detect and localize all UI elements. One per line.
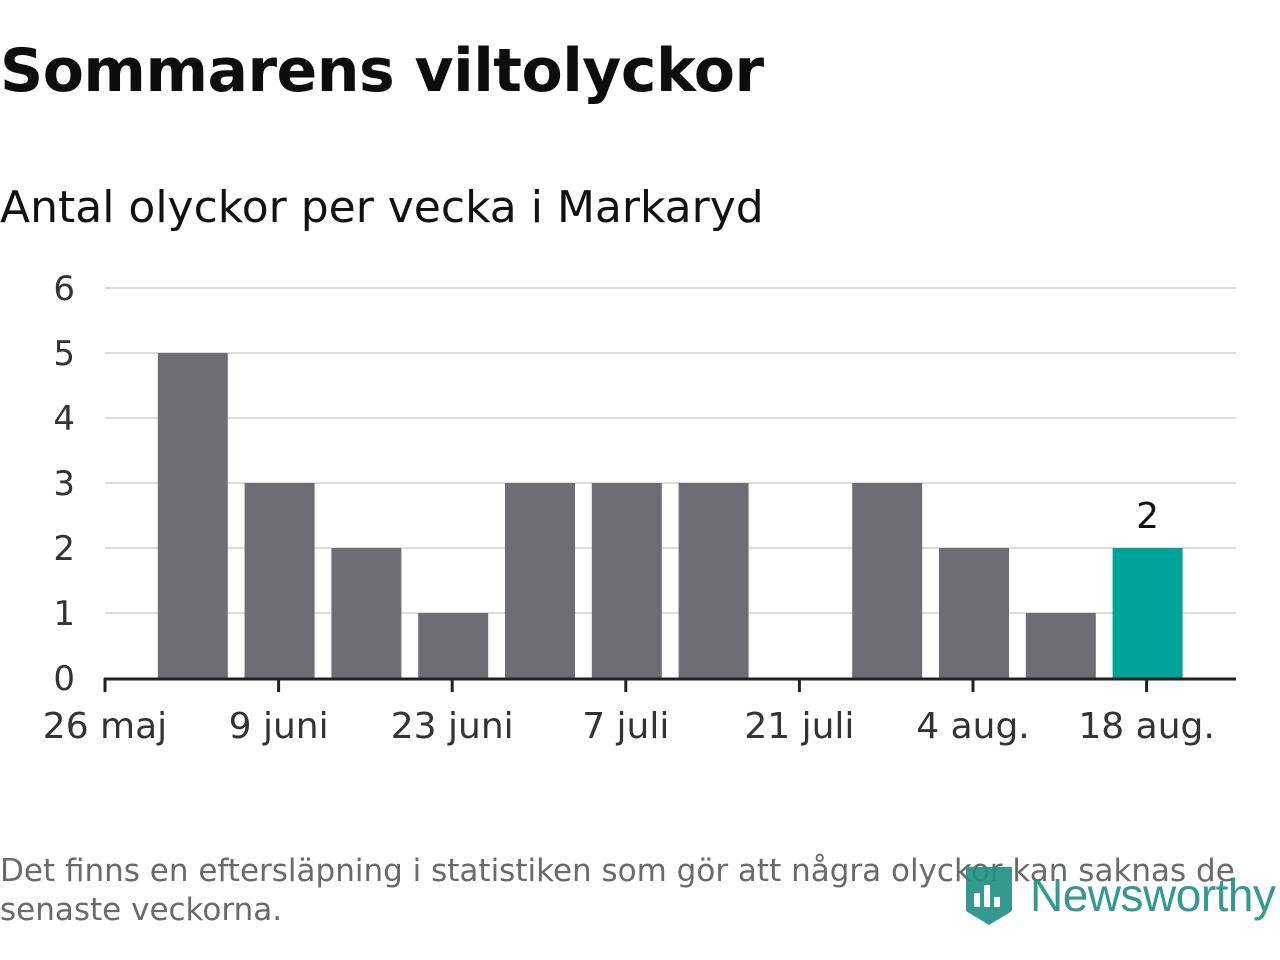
bar	[505, 483, 575, 678]
y-tick-label: 5	[53, 334, 75, 374]
y-axis-labels: 0 1 2 3 4 5 6	[53, 269, 75, 699]
x-tick-label: 18 aug.	[1078, 706, 1214, 747]
data-label: 2	[1136, 496, 1159, 537]
bar	[157, 353, 228, 678]
y-tick-label: 4	[53, 399, 75, 439]
newsworthy-logo: Newsworthy	[962, 862, 1276, 928]
x-tick-label: 26 maj	[43, 706, 167, 747]
bar	[591, 483, 662, 678]
x-tick-label: 4 aug.	[916, 706, 1030, 747]
x-tick-label: 9 juni	[229, 706, 329, 747]
bars	[157, 353, 1183, 678]
chart-title: Sommarens viltolyckor	[0, 36, 764, 106]
x-tick-label: 23 juni	[391, 706, 514, 747]
newsworthy-logo-icon	[966, 867, 1012, 925]
newsworthy-logo-text: Newsworthy	[1030, 869, 1276, 921]
bar	[418, 613, 489, 678]
x-tick-label: 7 juli	[582, 706, 669, 747]
data-labels: 2	[1136, 496, 1159, 537]
y-tick-label: 1	[53, 594, 75, 634]
bar	[331, 548, 402, 678]
y-tick-label: 2	[53, 529, 75, 569]
y-tick-label: 0	[53, 659, 75, 699]
y-tick-label: 6	[53, 269, 75, 309]
bar	[244, 483, 315, 678]
bar	[1025, 613, 1096, 678]
bar-chart: 0 1 2 3 4 5 6 2 26 maj 9 juni 23 juni 7 juli 21 ju…	[43, 269, 1236, 747]
chart-subtitle: Antal olyckor per vecka i Markaryd	[0, 182, 764, 233]
bar	[939, 548, 1009, 678]
footnote: Det finns en eftersläpning i statistiken…	[0, 853, 1235, 928]
bar-highlight	[1112, 548, 1183, 678]
bar	[678, 483, 749, 678]
bar	[852, 483, 923, 678]
y-tick-label: 3	[53, 464, 75, 504]
x-axis: 26 maj 9 juni 23 juni 7 juli 21 juli 4 aug. 18…	[43, 677, 1236, 747]
x-tick-label: 21 juli	[744, 706, 854, 747]
